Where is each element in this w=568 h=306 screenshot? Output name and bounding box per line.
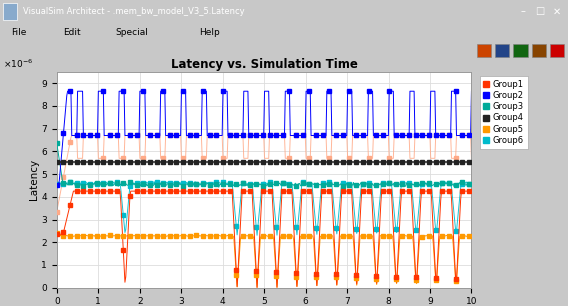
Text: $\times10^{-6}$: $\times10^{-6}$: [3, 57, 33, 70]
Text: Help: Help: [199, 28, 220, 37]
Text: □: □: [535, 6, 544, 17]
Text: Edit: Edit: [64, 28, 81, 37]
Legend: Group1, Group2, Group3, Group4, Group5, Group6: Group1, Group2, Group3, Group4, Group5, …: [480, 76, 528, 149]
Y-axis label: Latency: Latency: [28, 159, 39, 200]
Text: VisualSim Architect - .mem_bw_model_V3_5.Latency: VisualSim Architect - .mem_bw_model_V3_5…: [23, 7, 244, 16]
Text: File: File: [11, 28, 27, 37]
Text: –: –: [520, 6, 525, 17]
Title: Latency vs. Simulation Time: Latency vs. Simulation Time: [170, 58, 358, 71]
Text: ✕: ✕: [553, 6, 561, 17]
Text: Special: Special: [116, 28, 149, 37]
Bar: [513, 44, 528, 57]
Bar: [550, 44, 564, 57]
Bar: [532, 44, 546, 57]
Bar: [3, 3, 17, 20]
Bar: [495, 44, 509, 57]
Bar: [477, 44, 491, 57]
